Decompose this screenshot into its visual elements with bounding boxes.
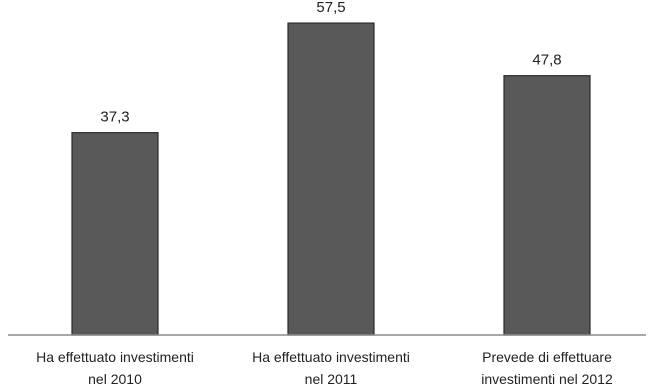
bar-1 [71,132,159,336]
value-labels-group: 37,3 57,5 47,8 [100,0,561,126]
bar-2 [287,22,375,336]
category-label-1-line-2: nel 2010 [88,371,142,387]
bars-group [71,22,591,336]
category-label-3: Prevede di effettuare investimenti nel 20… [481,349,613,387]
category-label-2-line-2: nel 2011 [305,371,358,387]
data-label-1: 37,3 [100,109,129,126]
category-label-1: Ha effettuato investimenti nel 2010 [36,349,194,387]
category-label-3-line-2: investimenti nel 2012 [481,371,613,387]
data-label-3: 47,8 [532,52,561,69]
category-label-3-line-1: Prevede di effettuare [482,349,612,365]
bar-3 [503,75,591,336]
data-label-2: 57,5 [316,0,345,16]
category-label-1-line-1: Ha effettuato investimenti [36,349,194,365]
category-label-2: Ha effettuato investimenti nel 2011 [252,349,410,387]
category-label-2-line-1: Ha effettuato investimenti [252,349,410,365]
